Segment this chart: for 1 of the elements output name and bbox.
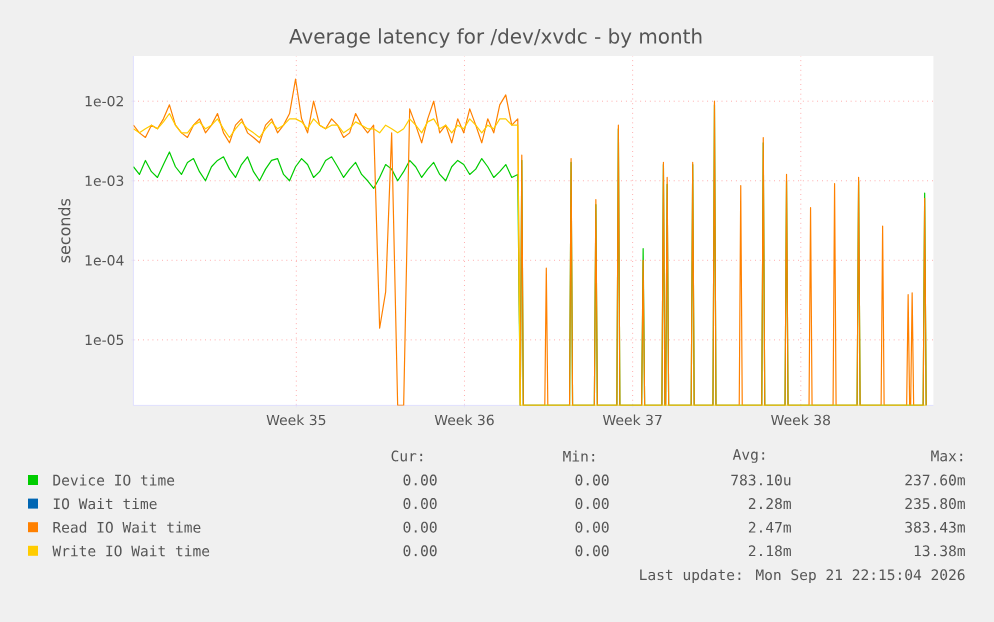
chart-title: Average latency for /dev/xvdc - by month — [289, 28, 702, 48]
